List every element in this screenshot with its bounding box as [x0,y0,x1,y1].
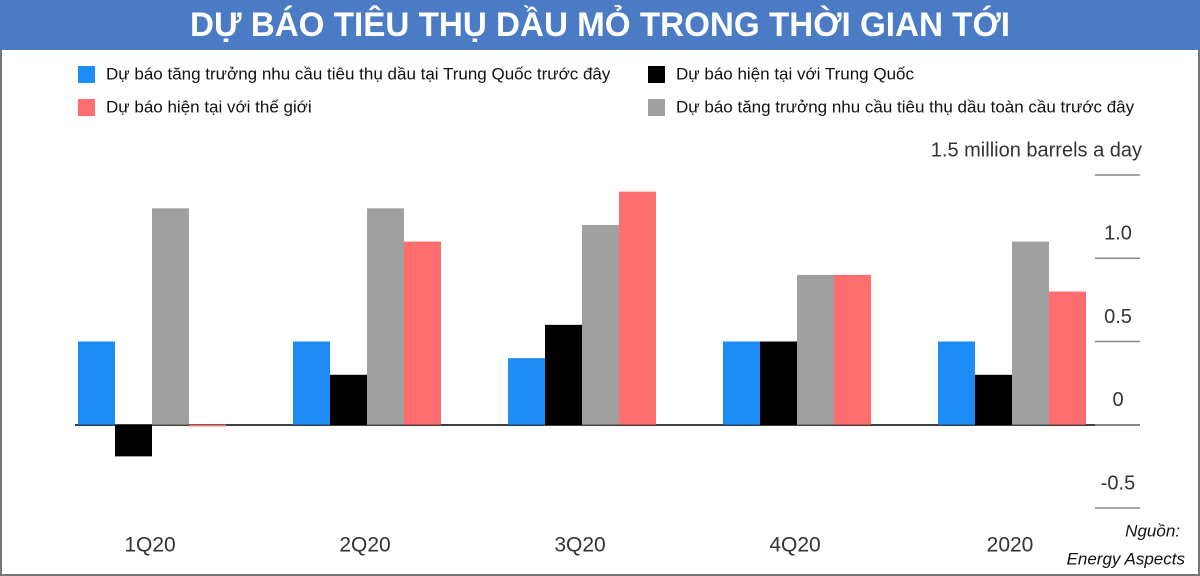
x-tick-label: 4Q20 [769,534,820,557]
bar [797,274,834,425]
legend-label: Dự báo tăng trưởng nhu cầu tiêu thụ dầu … [676,97,1135,116]
legend-label: Dự báo hiện tại với Trung Quốc [676,64,914,83]
legend-swatch [648,66,665,83]
bar [760,341,797,425]
legend-label: Dự báo hiện tại với thế giới [106,97,312,116]
y-tick-label: -0.5 [1101,472,1135,494]
bar [582,224,619,425]
legend-swatch [78,66,95,83]
x-tick-label: 2Q20 [339,534,390,557]
bar [115,424,152,457]
legend-label: Dự báo tăng trưởng nhu cầu tiêu thụ dầu … [106,64,611,83]
x-tick-label: 3Q20 [554,534,605,557]
bar [938,341,975,425]
y-tick-label: 1.0 [1104,223,1132,245]
bar [293,341,330,425]
bar [508,358,545,425]
bar [189,424,226,427]
bar [975,374,1012,425]
bar [330,374,367,425]
x-tick-label: 1Q20 [124,534,175,557]
y-tick-label: 0 [1112,389,1123,411]
source-label: Nguồn: [1125,521,1180,540]
y-tick-label: 0.5 [1104,306,1132,328]
title-banner [0,0,1200,50]
chart-title: DỰ BÁO TIÊU THỤ DẦU MỎ TRONG THỜI GIAN T… [190,6,1010,44]
bar [619,191,656,425]
bar [78,341,115,425]
bar [367,208,404,425]
y-tick-label: 1.5 million barrels a day [931,139,1142,161]
bar [545,324,582,425]
bar [1049,291,1086,425]
bar [834,274,871,425]
bar [404,241,441,425]
bar [152,208,189,425]
legend-swatch [648,99,665,116]
bar [1012,241,1049,425]
legend-swatch [78,99,95,116]
bar [723,341,760,425]
source-text: Energy Aspects [1067,549,1186,568]
x-tick-label: 2020 [987,534,1034,557]
